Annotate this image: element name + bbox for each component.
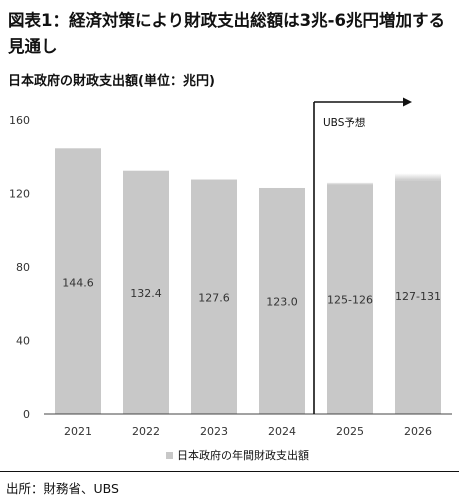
x-axis: 2021 2022 2023 2024 2025 2026	[44, 413, 452, 438]
bar	[395, 180, 441, 414]
bar	[55, 148, 101, 415]
bar	[191, 179, 237, 414]
legend-label: 日本政府の年間財政支出額	[177, 448, 309, 462]
x-tick-label: 2026	[404, 425, 432, 438]
bar-labels: 144.6 132.4 127.6 123.0 125-126 127-131	[62, 276, 441, 308]
x-tick-label: 2025	[336, 425, 364, 438]
forecast-annotation: UBS予想	[323, 116, 365, 129]
bar-value-label: 132.4	[130, 287, 162, 300]
forecast-marker: UBS予想	[313, 97, 412, 414]
bar	[123, 170, 169, 414]
x-tick-label: 2022	[132, 425, 160, 438]
bar-range-band	[327, 182, 373, 185]
x-tick-label: 2021	[64, 425, 92, 438]
x-tick-label: 2023	[200, 425, 228, 438]
bar	[327, 184, 373, 414]
bar-value-label: 123.0	[266, 296, 298, 309]
x-tick-label: 2024	[268, 425, 296, 438]
bar-range-band	[395, 173, 441, 181]
bar-value-label: 127.6	[198, 291, 230, 304]
legend: 日本政府の年間財政支出額	[166, 448, 309, 462]
y-tick-label: 40	[16, 335, 30, 348]
y-tick-label: 0	[23, 408, 30, 421]
y-tick-label: 160	[9, 114, 30, 127]
bottom-divider	[0, 471, 459, 472]
y-tick-label: 80	[16, 261, 30, 274]
chart-title: 図表1：経済対策により財政支出総額は3兆-6兆円増加する見通し	[8, 11, 445, 56]
bar-value-label: 127-131	[395, 290, 441, 303]
forecast-arrow-head	[403, 97, 412, 107]
legend-swatch	[166, 452, 173, 459]
y-tick-label: 120	[9, 188, 30, 201]
chart-subtitle: 日本政府の財政支出額(単位：兆円)	[8, 74, 215, 89]
bar-value-label: 125-126	[327, 293, 373, 306]
source-note: 出所：財務省、UBS	[6, 481, 119, 496]
y-axis: 0 40 80 120 160	[9, 114, 30, 421]
bar-value-label: 144.6	[62, 276, 94, 289]
bar	[259, 187, 305, 414]
bars	[55, 148, 441, 415]
